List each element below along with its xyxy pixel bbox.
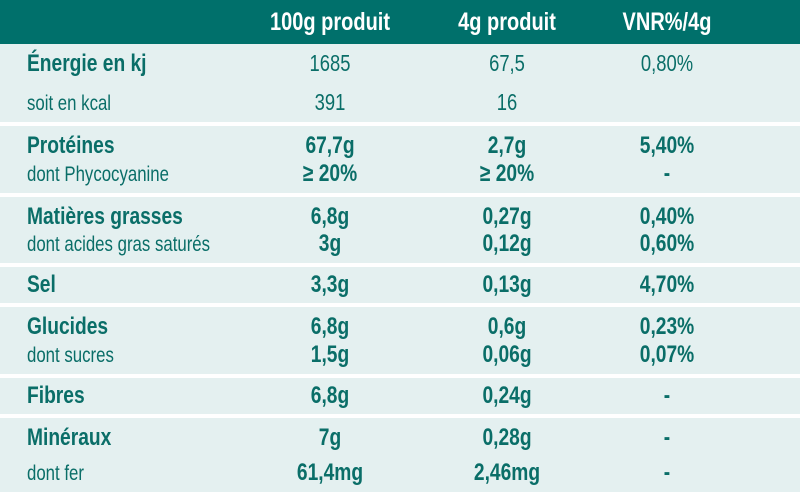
nutrient-label: Glucides (27, 313, 109, 340)
sub-value: 391 (314, 89, 346, 115)
nutrient-value: 5,40% (639, 132, 695, 159)
sub-value: - (663, 160, 671, 187)
sub-value: ≥ 20% (302, 160, 358, 187)
sub-value: 2,46mg (473, 459, 541, 486)
nutrient-value: 67,5 (489, 50, 525, 76)
nutrient-value: 0,13g (482, 271, 532, 298)
nutrient-value: 0,28g (482, 424, 532, 451)
table-header (0, 0, 800, 44)
nutrient-value: 0,24g (482, 382, 532, 409)
sub-label: soit en kcal (27, 92, 112, 115)
nutrient-value: 1685 (309, 50, 351, 76)
nutrient-value: 0,40% (639, 203, 695, 230)
nutrient-label: Énergie en kj (27, 50, 147, 77)
nutrient-value: 6,8g (310, 203, 350, 230)
sub-label: dont sucres (27, 344, 114, 367)
sub-value: 3g (318, 230, 342, 257)
nutrient-value: - (663, 382, 671, 409)
nutrient-value: - (663, 424, 671, 451)
header-4g: 4g produit (458, 8, 556, 36)
table-row (0, 307, 800, 374)
sub-label: dont acides gras saturés (27, 233, 211, 256)
nutrient-label: Matières grasses (27, 203, 183, 230)
sub-value: 0,60% (639, 230, 695, 257)
nutrient-label: Fibres (27, 382, 85, 409)
nutrient-value: 0,6g (487, 313, 527, 340)
table-row (0, 378, 800, 414)
table-row (0, 418, 800, 492)
table-row (0, 267, 800, 303)
sub-label: dont fer (27, 462, 84, 485)
sub-value: 16 (496, 89, 518, 115)
nutrient-label: Sel (27, 271, 56, 298)
sub-value: 0,06g (482, 341, 532, 368)
sub-value: 0,12g (482, 230, 532, 257)
nutrient-value: 4,70% (639, 271, 695, 298)
sub-value: - (663, 459, 671, 486)
table-row (0, 44, 800, 122)
nutrient-value: 6,8g (310, 382, 350, 409)
sub-label: dont Phycocyanine (27, 163, 169, 186)
nutrient-label: Minéraux (27, 424, 112, 451)
nutrient-value: 3,3g (310, 271, 350, 298)
sub-value: ≥ 20% (479, 160, 535, 187)
nutrient-value: 2,7g (487, 132, 527, 159)
header-vnr: VNR%/4g (622, 8, 712, 36)
sub-value: 0,07% (639, 341, 695, 368)
nutrient-value: 67,7g (305, 132, 355, 159)
nutrient-value: 6,8g (310, 313, 350, 340)
sub-value: 61,4mg (296, 459, 364, 486)
header-100g: 100g produit (269, 8, 390, 36)
table-row (0, 126, 800, 193)
nutrient-value: 0,27g (482, 203, 532, 230)
nutrient-value: 7g (318, 424, 342, 451)
table-row (0, 197, 800, 263)
nutrient-value: 0,80% (640, 50, 694, 76)
nutrient-value: 0,23% (639, 313, 695, 340)
sub-value: 1,5g (310, 341, 350, 368)
nutrient-label: Protéines (27, 132, 115, 159)
